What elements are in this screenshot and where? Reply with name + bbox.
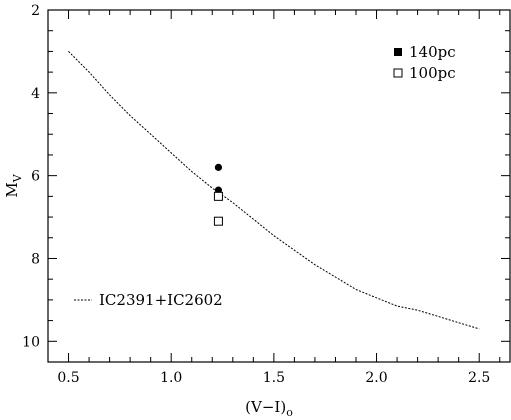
x-tick-label: 1.0 bbox=[160, 370, 182, 386]
plot-frame bbox=[47, 9, 511, 363]
legend-label-100pc: 100pc bbox=[409, 64, 456, 82]
point-140pc bbox=[214, 163, 223, 171]
y-tick-label: 4 bbox=[31, 86, 40, 102]
legend-label-140pc: 140pc bbox=[409, 43, 456, 61]
y-axis-label-subscript: V bbox=[11, 173, 24, 183]
y-axis-label: MV bbox=[3, 173, 24, 197]
y-tick-label: 6 bbox=[31, 169, 40, 185]
legend-marker-100pc bbox=[393, 68, 403, 78]
point-100pc bbox=[213, 216, 223, 226]
x-axis-label-subscript: o bbox=[286, 406, 293, 419]
y-tick-label: 10 bbox=[22, 334, 40, 350]
y-tick-label: 2 bbox=[31, 3, 40, 19]
x-axis-label: (V−I)o bbox=[245, 398, 293, 419]
y-tick-label: 8 bbox=[31, 251, 40, 267]
legend-marker-140pc bbox=[394, 48, 402, 56]
point-100pc bbox=[213, 191, 223, 201]
x-tick-label: 0.5 bbox=[57, 370, 79, 386]
x-tick-label: 1.5 bbox=[263, 370, 285, 386]
x-tick-label: 2.0 bbox=[365, 370, 387, 386]
x-tick-label: 2.5 bbox=[468, 370, 490, 386]
legend-label-isochrone: IC2391+IC2602 bbox=[99, 291, 223, 309]
isochrone-line bbox=[68, 51, 480, 330]
